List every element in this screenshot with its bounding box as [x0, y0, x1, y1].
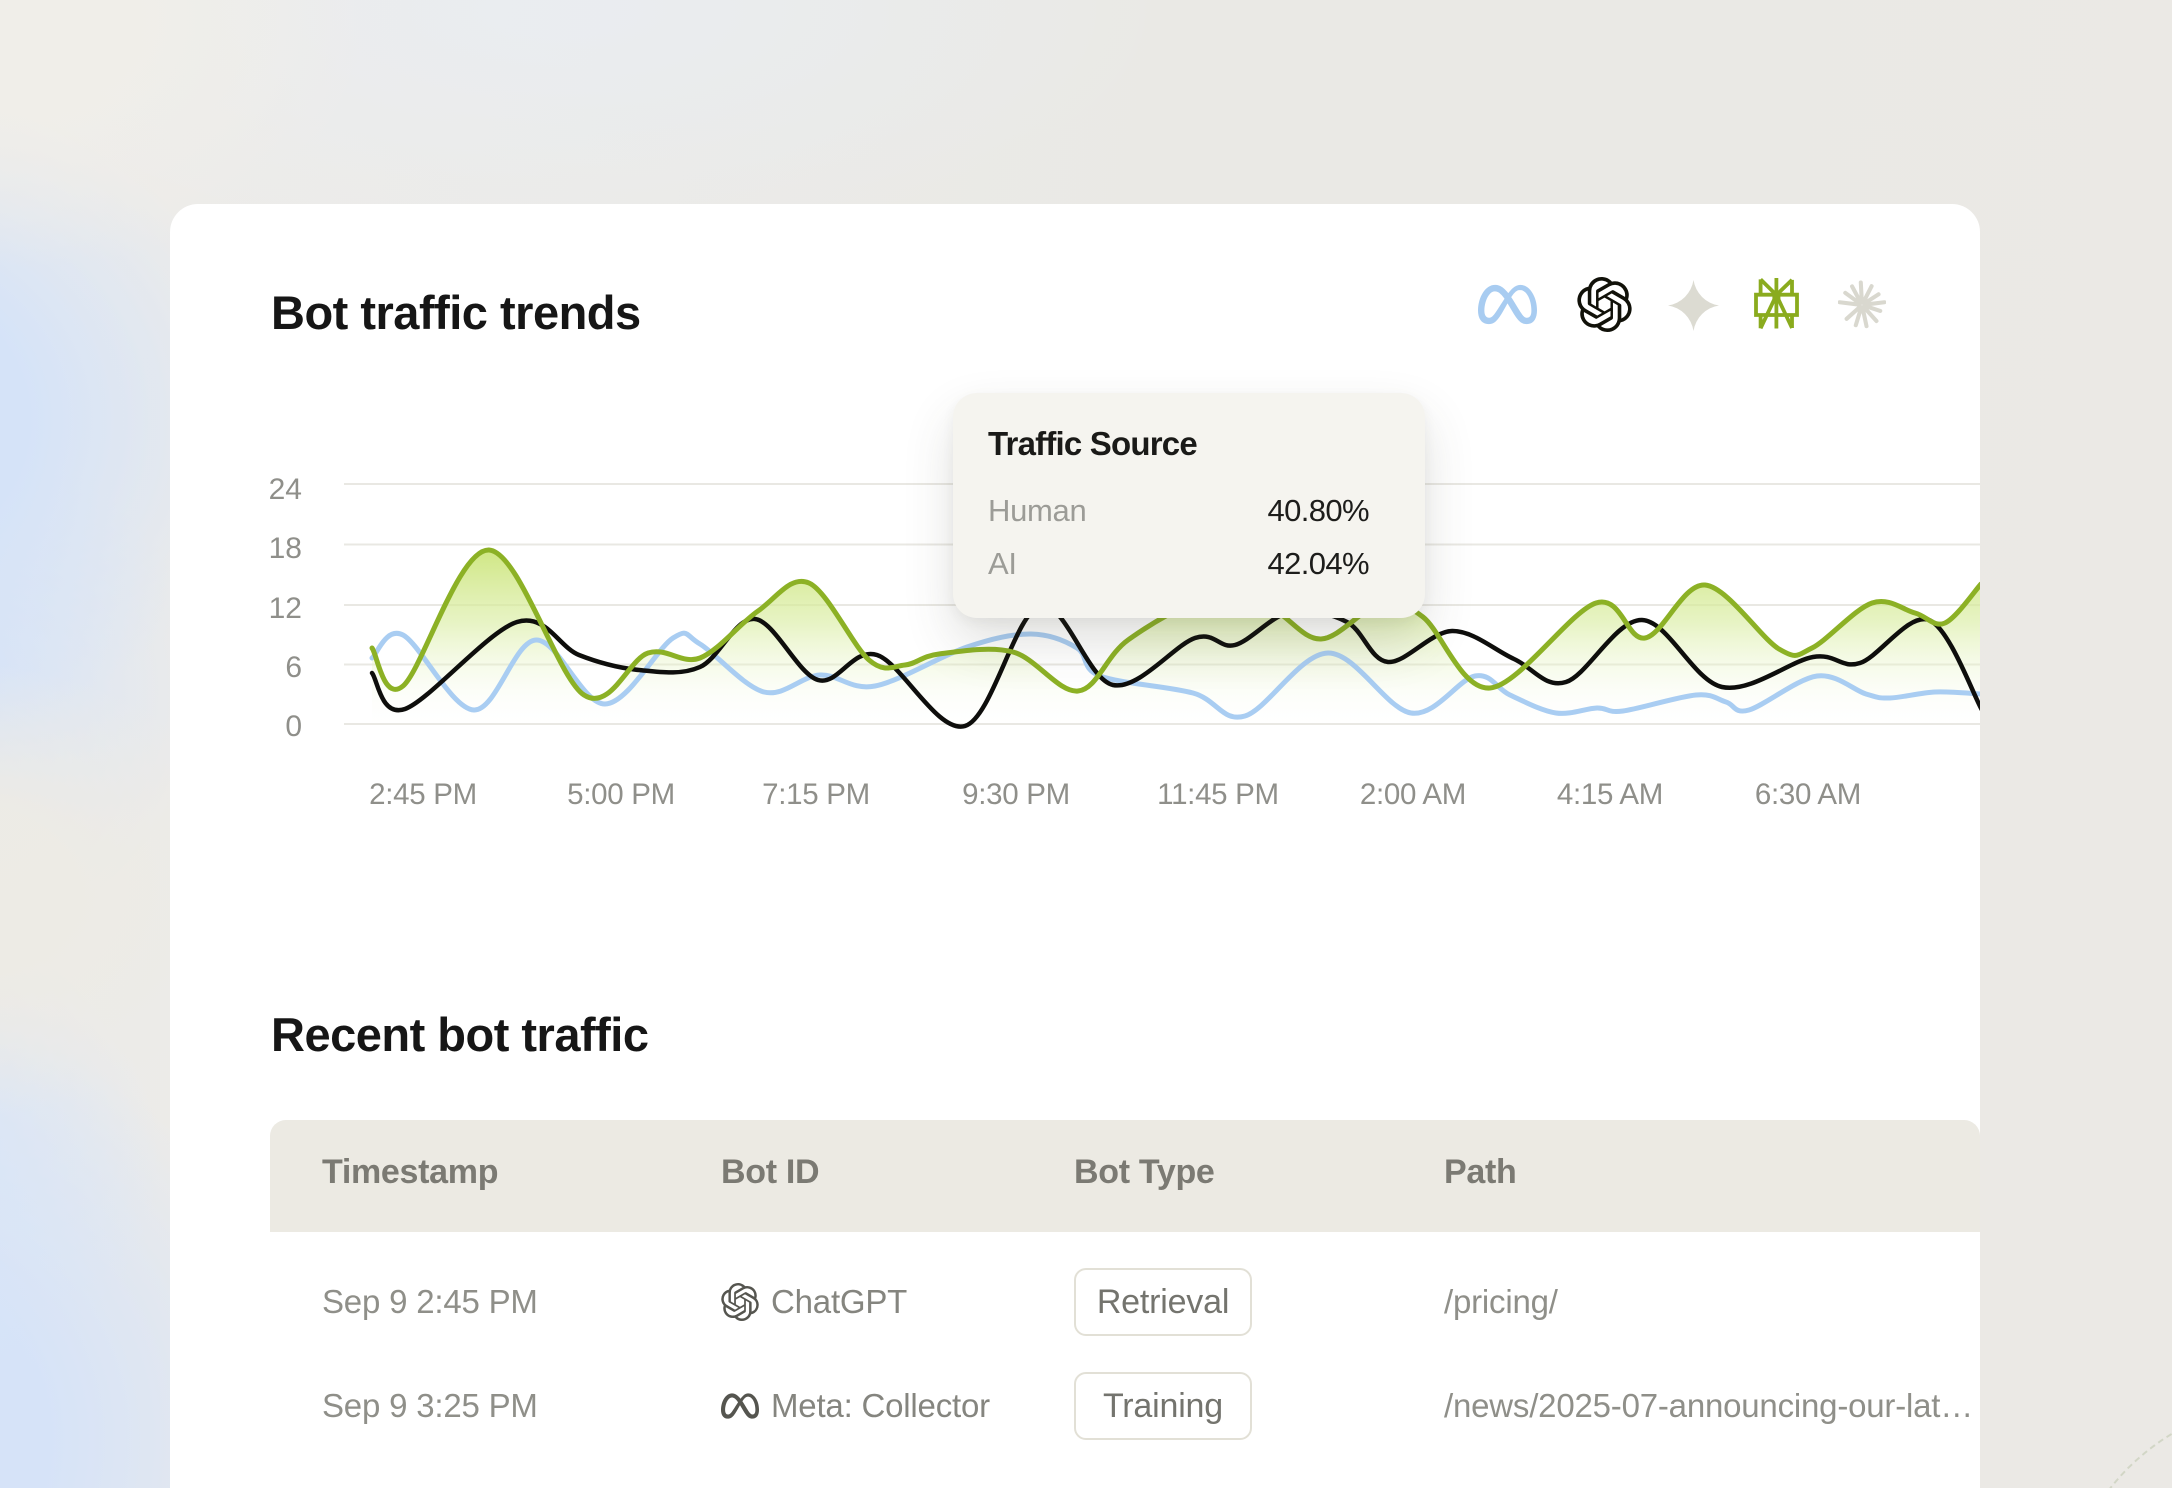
- svg-text:24: 24: [269, 473, 302, 506]
- svg-text:18: 18: [269, 532, 302, 565]
- svg-text:2:45 PM: 2:45 PM: [369, 778, 477, 811]
- svg-text:9:30 PM: 9:30 PM: [962, 778, 1070, 811]
- svg-text:5:00 PM: 5:00 PM: [567, 778, 675, 811]
- svg-text:7:15 PM: 7:15 PM: [762, 778, 870, 811]
- svg-text:12: 12: [269, 592, 302, 625]
- svg-text:11:45 PM: 11:45 PM: [1157, 778, 1279, 811]
- svg-text:2:00 AM: 2:00 AM: [1360, 778, 1466, 811]
- svg-text:4:15 AM: 4:15 AM: [1557, 778, 1663, 811]
- svg-text:6:30 AM: 6:30 AM: [1755, 778, 1861, 811]
- svg-text:0: 0: [285, 710, 302, 743]
- svg-text:6: 6: [285, 651, 302, 684]
